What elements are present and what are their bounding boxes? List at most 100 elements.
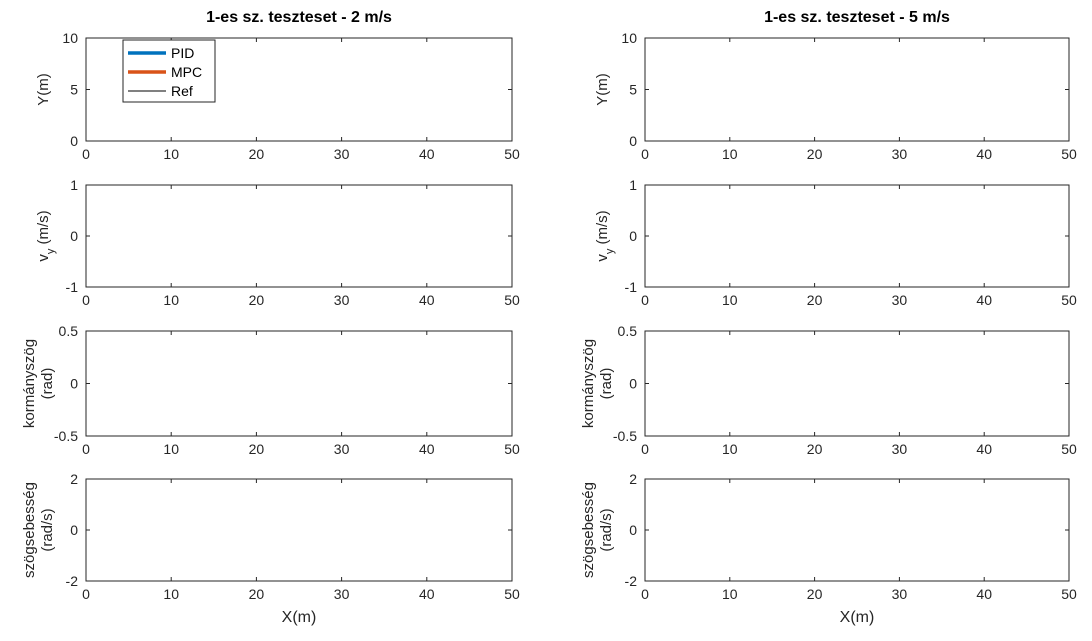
y-axis-label: kormányszög — [580, 339, 597, 428]
y-axis-label-unit: (rad/s) — [598, 508, 615, 551]
x-tick-label: 40 — [976, 292, 992, 308]
x-tick-label: 50 — [504, 441, 520, 457]
x-axis-label: X(m) — [840, 609, 875, 626]
x-tick-label: 0 — [641, 292, 649, 308]
y-tick-label: 10 — [62, 30, 78, 46]
x-tick-label: 10 — [722, 441, 738, 457]
chart-c2: 0 10 20 30 40 50 0 5 10 1-es sz. teszteset - 5 m/… — [594, 9, 1077, 162]
x-tick-label: 10 — [163, 441, 179, 457]
y-tick-label: 0 — [70, 133, 78, 149]
x-tick-label: 20 — [249, 586, 265, 602]
y-axis-label-unit: (rad) — [39, 368, 56, 400]
x-tick-label: 0 — [641, 586, 649, 602]
y-tick-label: -2 — [625, 573, 638, 589]
y-tick-label: 0 — [629, 522, 637, 538]
x-tick-label: 30 — [892, 586, 908, 602]
y-axis-label: Y(m) — [35, 73, 52, 106]
x-tick-label: 10 — [722, 292, 738, 308]
chart-title: 1-es sz. teszteset - 5 m/s — [764, 9, 950, 26]
y-tick-label: -0.5 — [613, 428, 637, 444]
x-tick-label: 40 — [976, 146, 992, 162]
y-tick-label: 2 — [70, 471, 78, 487]
x-tick-label: 30 — [334, 292, 350, 308]
x-tick-label: 50 — [1061, 292, 1077, 308]
x-tick-label: 20 — [249, 146, 265, 162]
x-tick-label: 20 — [807, 292, 823, 308]
x-tick-label: 40 — [419, 146, 435, 162]
axes-frame — [644, 37, 1070, 142]
y-tick-label: 2 — [629, 471, 637, 487]
legend-label-mpc: MPC — [171, 64, 202, 80]
x-tick-label: 0 — [641, 441, 649, 457]
x-tick-label: 10 — [163, 292, 179, 308]
x-tick-label: 40 — [976, 586, 992, 602]
x-tick-label: 50 — [1061, 146, 1077, 162]
x-tick-label: 20 — [249, 292, 265, 308]
x-tick-label: 20 — [807, 586, 823, 602]
x-tick-label: 20 — [807, 441, 823, 457]
x-tick-label: 10 — [163, 146, 179, 162]
chart-title: 1-es sz. teszteset - 2 m/s — [206, 9, 392, 26]
y-tick-label: 0 — [70, 376, 78, 392]
y-tick-label: 5 — [70, 82, 78, 98]
y-tick-label: 0.5 — [59, 323, 79, 339]
x-tick-label: 30 — [892, 292, 908, 308]
y-tick-label: 0 — [629, 133, 637, 149]
y-axis-label-unit: (rad) — [598, 368, 615, 400]
axes-frame — [85, 184, 513, 288]
x-tick-label: 10 — [163, 586, 179, 602]
y-tick-label: 0 — [629, 376, 637, 392]
x-tick-label: 0 — [82, 146, 90, 162]
x-tick-label: 20 — [249, 441, 265, 457]
axes-frame — [644, 184, 1070, 288]
y-tick-label: -2 — [66, 573, 79, 589]
x-tick-label: 50 — [504, 146, 520, 162]
y-tick-label: 10 — [621, 30, 637, 46]
y-tick-label: 0.5 — [618, 323, 638, 339]
y-axis-label: kormányszög — [21, 339, 38, 428]
y-tick-label: -1 — [66, 279, 79, 295]
x-tick-label: 30 — [334, 586, 350, 602]
y-tick-label: -0.5 — [54, 428, 78, 444]
y-axis-label: szögsebesség — [21, 482, 38, 578]
y-tick-label: -1 — [625, 279, 638, 295]
x-tick-label: 50 — [504, 292, 520, 308]
x-tick-label: 20 — [807, 146, 823, 162]
x-tick-label: 40 — [419, 441, 435, 457]
axes-frame — [85, 478, 513, 582]
x-tick-label: 0 — [82, 441, 90, 457]
x-tick-label: 30 — [892, 441, 908, 457]
x-tick-label: 40 — [419, 586, 435, 602]
y-tick-label: 5 — [629, 82, 637, 98]
y-axis-label: Y(m) — [594, 73, 611, 106]
y-axis-label: szögsebesség — [580, 482, 597, 578]
x-tick-label: 30 — [334, 441, 350, 457]
legend: PID MPC Ref — [122, 39, 216, 103]
x-tick-label: 0 — [82, 292, 90, 308]
chart-c1: 0 10 20 30 40 50 0 5 10 1-es sz. teszteset - 2 m/… — [35, 9, 520, 162]
x-tick-label: 40 — [419, 292, 435, 308]
x-tick-label: 30 — [892, 146, 908, 162]
x-tick-label: 40 — [976, 441, 992, 457]
y-tick-label: 1 — [70, 177, 78, 193]
axes-frame — [85, 330, 513, 437]
legend-label-ref: Ref — [171, 83, 193, 99]
y-axis-label: vy (m/s) — [35, 210, 57, 261]
y-tick-label: 1 — [629, 177, 637, 193]
axes-frame — [644, 478, 1070, 582]
y-axis-label-unit: (rad/s) — [39, 508, 56, 551]
y-tick-label: 0 — [70, 228, 78, 244]
x-tick-label: 10 — [722, 586, 738, 602]
x-tick-label: 30 — [334, 146, 350, 162]
x-axis-label: X(m) — [282, 609, 317, 626]
y-tick-label: 0 — [70, 522, 78, 538]
x-tick-label: 0 — [641, 146, 649, 162]
x-tick-label: 0 — [82, 586, 90, 602]
